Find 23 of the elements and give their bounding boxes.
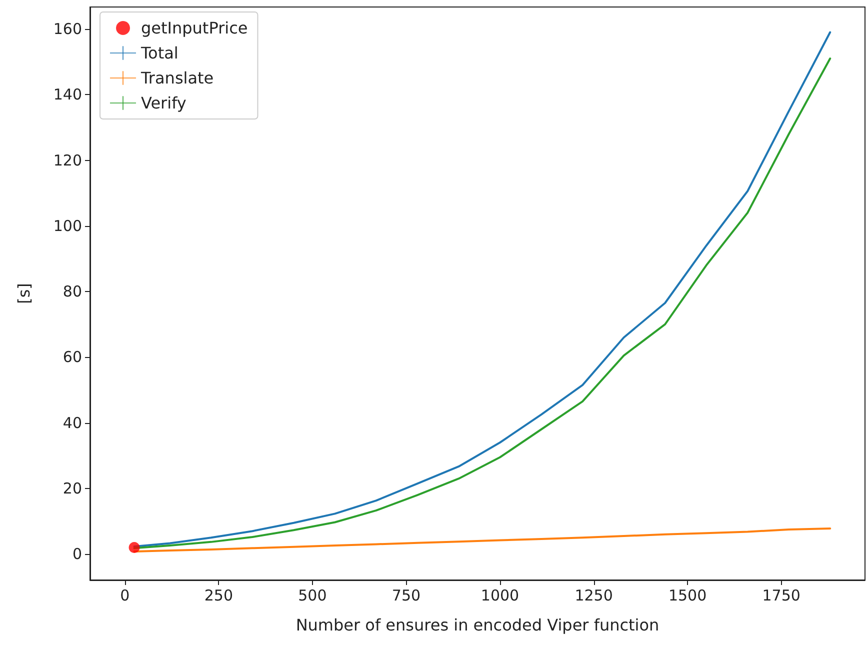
y-tick-label: 20: [62, 479, 82, 498]
legend-label: Verify: [141, 94, 186, 112]
x-tick-label: 250: [204, 586, 233, 604]
x-tick-label: 750: [392, 586, 421, 604]
legend-label: Translate: [140, 68, 214, 88]
legend-label: Total: [140, 44, 178, 62]
x-axis-title: Number of ensures in encoded Viper function: [296, 616, 660, 634]
y-tick-label: 0: [72, 545, 82, 564]
y-tick-label: 60: [62, 348, 82, 366]
x-tick-label: 1250: [574, 586, 613, 604]
y-axis-title: [s]: [14, 283, 34, 304]
legend-label: getInputPrice: [141, 18, 248, 38]
y-tick-label: 160: [53, 20, 82, 38]
y-tick-label: 120: [53, 151, 82, 170]
x-tick-label: 1750: [762, 586, 800, 604]
y-tick-label: 80: [62, 282, 82, 301]
y-tick-label: 100: [53, 216, 82, 235]
x-tick-label: 500: [298, 586, 327, 604]
y-tick-label: 140: [53, 86, 82, 104]
x-tick-label: 1000: [480, 586, 520, 604]
y-tick-label: 40: [62, 414, 82, 432]
x-tick-label: 0: [120, 586, 130, 604]
x-tick-label: 1500: [668, 586, 707, 604]
